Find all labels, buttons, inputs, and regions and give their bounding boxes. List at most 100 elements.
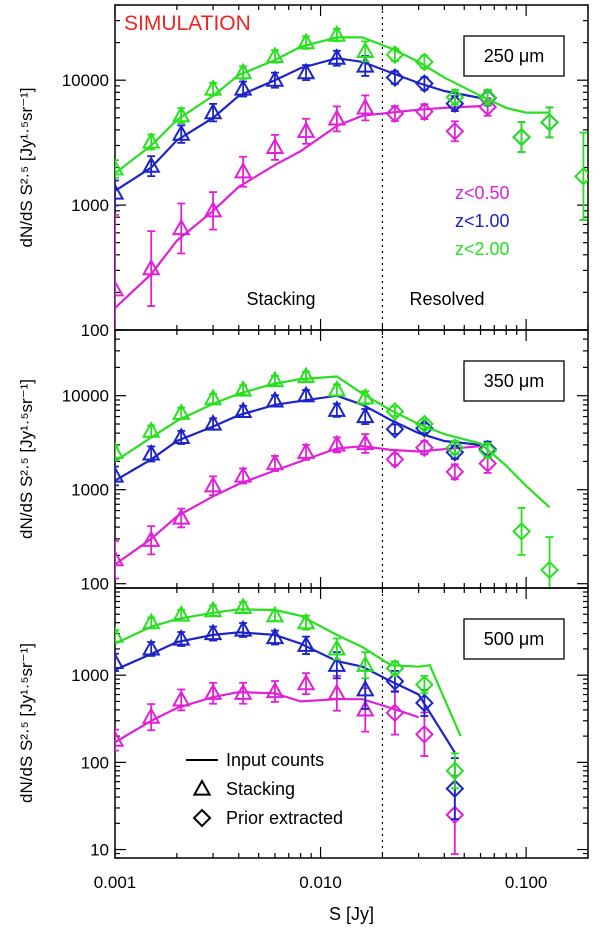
stacking-z<0.50-point [115, 730, 125, 747]
stacking-z<0.50-point [171, 218, 191, 236]
prior-z<2.00-point [512, 127, 531, 147]
input-counts-line-z<1.00 [115, 631, 456, 753]
prior-z<1.00-point [414, 74, 434, 93]
prior-z<2.00-point [512, 521, 531, 541]
prior-z<2.00-point [478, 87, 498, 107]
panel-250: 100 1000 10000 dN/dS S²·⁵ [Jy¹·⁵sr⁻¹] 250 μm… [17, 4, 589, 340]
prior-z<2.00-point [445, 761, 465, 781]
stacking-z<0.50-point [327, 108, 347, 126]
input-counts-line-z<2.00 [115, 608, 462, 737]
redshift-legend-entry: z<2.00 [455, 239, 510, 259]
stacking-z<0.50-point [203, 475, 223, 493]
stacking-z<2.00-point [296, 612, 316, 630]
series-group [115, 24, 588, 330]
prior-z<2.00-point [445, 438, 465, 458]
stacking-z<0.50-point [203, 200, 223, 218]
stacking-z<1.00-point [265, 627, 285, 645]
prior-z<2.00-point [385, 658, 405, 678]
band-label: 250 μm [484, 46, 544, 66]
symbol-legend-entry: Prior extracted [226, 808, 343, 828]
stacking-z<2.00-point [327, 379, 347, 397]
simulation-title: SIMULATION [124, 12, 251, 35]
stacking-z<1.00-point [203, 623, 223, 641]
stacking-z<0.50-point [296, 121, 316, 138]
stacking-z<1.00-point [355, 406, 375, 424]
stacking-z<0.50-point [141, 530, 161, 547]
prior-z<1.00-point [445, 779, 465, 799]
stacking-z<2.00-point [233, 597, 253, 614]
stacking-z<2.00-point [233, 379, 253, 397]
stacking-z<1.00-point [233, 401, 253, 419]
stacking-z<2.00-point [233, 62, 253, 80]
prior-z<0.50-point [414, 102, 434, 122]
stacking-z<0.50-point [265, 137, 285, 154]
stacking-z<2.00-point [265, 605, 285, 623]
stacking-z<1.00-point [203, 102, 223, 120]
stacking-z<1.00-point [327, 48, 347, 65]
stacking-z<0.50-point [115, 279, 125, 297]
prior-z<2.00-point [414, 52, 434, 72]
stacking-z<2.00-point [203, 388, 223, 406]
stacking-z<1.00-point [115, 652, 125, 670]
prior-z<1.00-point [385, 419, 405, 439]
panel-350: 100 1000 10000 dN/dS S²·⁵ [Jy¹·⁵sr⁻¹] 350 μm [17, 329, 589, 594]
series-group [115, 366, 559, 588]
input-counts-line-z<2.00 [115, 36, 550, 175]
y-axis-label: dN/dS S²·⁵ [Jy¹·⁵sr⁻¹] [17, 87, 36, 247]
stacking-z<1.00-point [115, 465, 125, 483]
stacking-z<0.50-point [265, 453, 285, 471]
stacking-z<1.00-point [171, 628, 191, 646]
stacking-z<2.00-point [327, 638, 347, 656]
y-tick-label: 1000 [71, 196, 109, 215]
prior-z<2.00-point [445, 87, 465, 107]
stacking-z<2.00-point [327, 24, 347, 42]
stacking-z<2.00-point [141, 421, 161, 438]
prior-z<1.00-point [385, 68, 405, 87]
stacking-z<2.00-point [355, 41, 375, 59]
stacking-z<1.00-point [141, 156, 161, 173]
stacking-z<2.00-point [115, 158, 125, 176]
stacking-z<0.50-point [141, 258, 161, 276]
stacking-z<2.00-point [203, 78, 223, 96]
prior-z<2.00-point [385, 402, 405, 421]
stacking-z<0.50-point [171, 507, 191, 525]
stacking-z<1.00-point [203, 413, 223, 431]
prior-z<2.00-point [385, 45, 405, 65]
stacking-z<1.00-point [296, 385, 316, 403]
stacking-z<1.00-point [355, 679, 375, 697]
y-tick-label: 10 [90, 841, 109, 860]
stacking-z<0.50-point [327, 434, 347, 452]
stacking-z<0.50-point [171, 689, 191, 707]
stacking-z<2.00-point [171, 105, 191, 123]
stacking-z<2.00-point [355, 387, 375, 405]
y-tick-label: 10000 [62, 387, 109, 406]
stacking-z<1.00-point [233, 78, 253, 96]
stacking-z<1.00-point [115, 182, 125, 200]
prior-z<0.50-point [414, 724, 434, 744]
input-counts-line-z<1.00 [115, 394, 481, 482]
input-counts-line-z<2.00 [115, 375, 551, 509]
band-label-box [463, 35, 565, 77]
y-axis-label: dN/dS S²·⁵ [Jy¹·⁵sr⁻¹] [17, 643, 36, 803]
prior-z<0.50-point [445, 121, 465, 141]
stacking-z<2.00-point [171, 403, 191, 420]
x-tick-label: 0.100 [505, 873, 548, 892]
y-tick-label: 100 [81, 575, 109, 594]
stacking-z<2.00-point [141, 131, 161, 149]
input-counts-line-z<0.50 [115, 445, 481, 566]
prior-z<0.50-point [385, 104, 405, 124]
stacking-z<0.50-point [233, 683, 253, 700]
prior-z<0.50-point [414, 438, 434, 458]
stacking-region-label: Stacking [246, 289, 315, 309]
y-tick-label: 1000 [71, 481, 109, 500]
stacking-z<1.00-point [296, 635, 316, 652]
resolved-region-label: Resolved [409, 289, 484, 309]
series-group [115, 597, 465, 855]
prior-z<2.00-point [540, 112, 559, 132]
band-label-box [463, 618, 565, 660]
prior-z<0.50-point [445, 462, 465, 482]
redshift-legend-entry: z<0.50 [455, 183, 510, 203]
prior-z<1.00-point [414, 693, 434, 713]
